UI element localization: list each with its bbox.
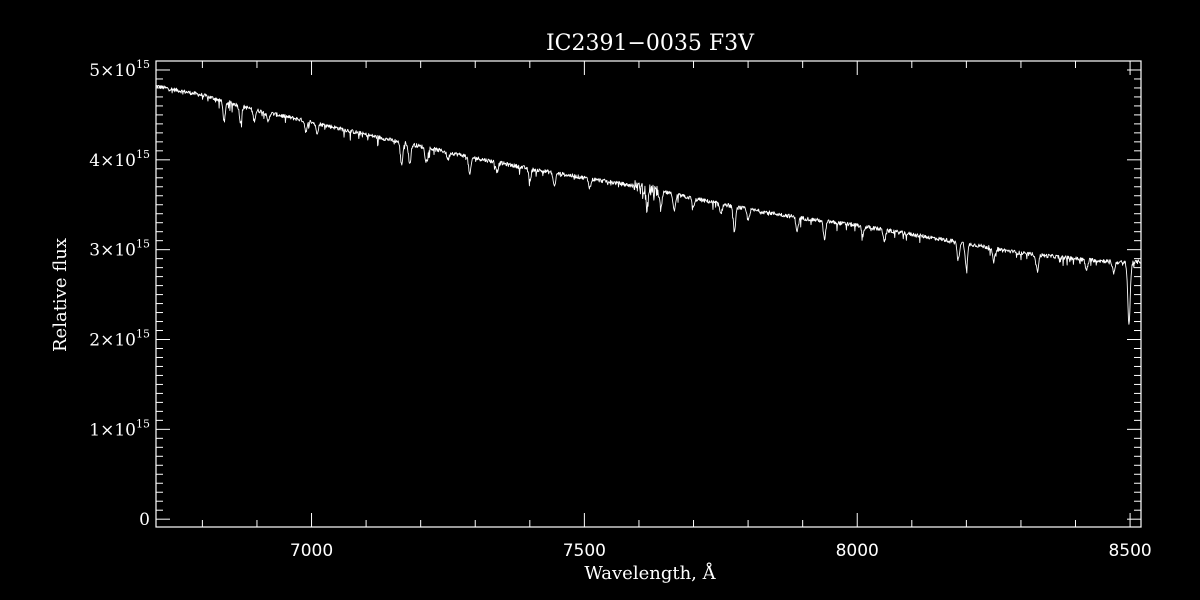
y-axis: 0 1×1015 2×1015 3×1015 4×1015 5×1015 xyxy=(89,58,1141,530)
x-tick-label: 7500 xyxy=(563,541,606,561)
x-tick-label: 7000 xyxy=(290,541,333,561)
y-tick-label: 4×1015 xyxy=(89,148,150,171)
x-tick-label: 8500 xyxy=(1108,541,1151,561)
x-axis-label: Wavelength, Å xyxy=(584,562,716,584)
x-axis: 7000 7500 8000 8500 xyxy=(201,61,1152,561)
chart-title: IC2391−0035 F3V xyxy=(546,31,755,56)
y-tick-label: 3×1015 xyxy=(89,238,150,261)
x-tick-label: 8000 xyxy=(836,541,879,561)
y-tick-label: 0 xyxy=(139,510,150,530)
spectrum-line xyxy=(155,84,1142,325)
y-tick-label: 1×1015 xyxy=(89,417,150,440)
y-tick-label: 2×1015 xyxy=(89,328,150,351)
y-tick-label: 5×1015 xyxy=(89,58,150,81)
y-axis-label: Relative flux xyxy=(50,238,71,352)
plot-frame xyxy=(155,60,1142,528)
